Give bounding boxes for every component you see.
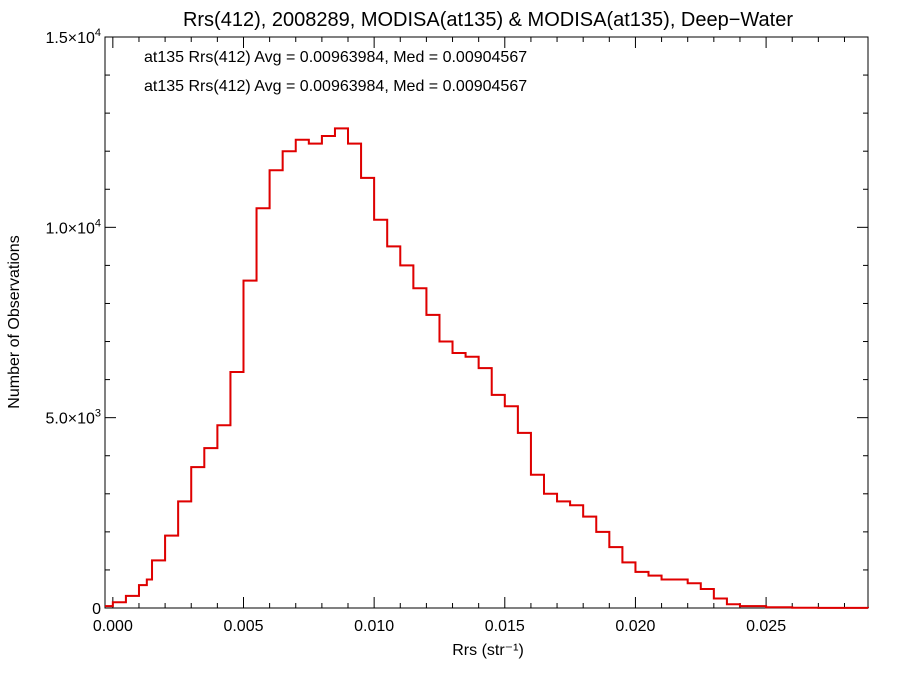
chart-title: Rrs(412), 2008289, MODISA(at135) & MODIS… (183, 9, 793, 31)
x-axis-label: Rrs (str⁻¹) (452, 642, 524, 659)
annotation-red-stats: at135 Rrs(412) Avg = 0.00963984, Med = 0… (144, 78, 527, 95)
x-tick-label: 0.005 (223, 618, 263, 635)
x-tick-label: 0.020 (615, 618, 655, 635)
series-layer (105, 127, 869, 609)
y-tick-labels: 0 5.0×103 1.0×104 1.5×104 (45, 27, 101, 618)
annotation-black-stats: at135 Rrs(412) Avg = 0.00963984, Med = 0… (144, 49, 527, 66)
y-tick-label: 5.0×103 (45, 408, 101, 428)
x-tick-label: 0.000 (93, 618, 133, 635)
axis-ticks (105, 36, 868, 609)
x-tick-label: 0.010 (354, 618, 394, 635)
histogram-series-red (105, 127, 869, 609)
x-tick-label: 0.015 (485, 618, 525, 635)
x-tick-label: 0.025 (746, 618, 786, 635)
x-tick-labels: 0.000 0.005 0.010 0.015 0.020 0.025 (93, 618, 786, 635)
y-tick-label: 1.0×104 (45, 217, 101, 237)
y-tick-label: 0 (92, 601, 101, 618)
plot-frame (104, 36, 869, 609)
y-tick-label: 1.5×104 (45, 27, 101, 47)
y-axis-label: Number of Observations (6, 235, 23, 408)
